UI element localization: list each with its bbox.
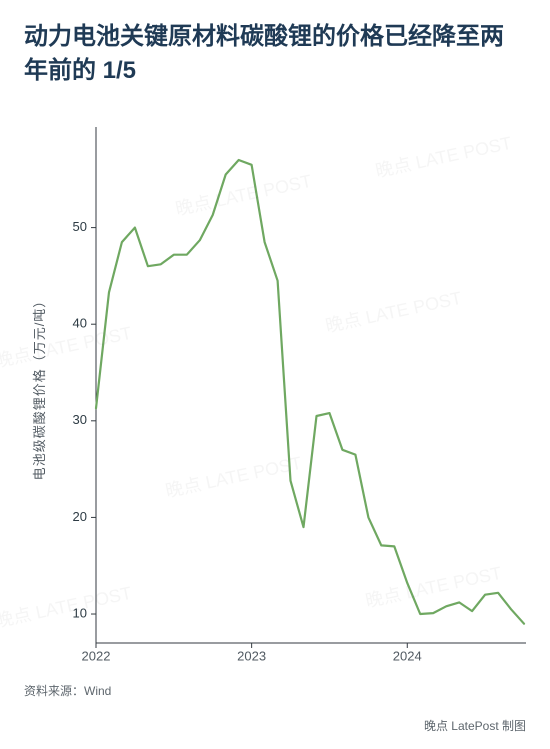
y-tick-label: 40 <box>73 316 87 331</box>
data-source: 资料来源：Wind <box>24 682 526 699</box>
chart-title: 动力电池关键原材料碳酸锂的价格已经降至两年前的 1/5 <box>24 20 526 87</box>
y-tick-label: 10 <box>73 606 87 621</box>
y-tick-label: 30 <box>73 412 87 427</box>
x-tick-label: 2022 <box>82 649 111 664</box>
line-chart: 10 20 30 40 50 2022 2023 2024 电池级碳酸锂价格（万元/吨） <box>24 103 526 678</box>
x-tick-label: 2024 <box>393 649 422 664</box>
y-axis-title: 电池级碳酸锂价格（万元/吨） <box>32 294 47 481</box>
chart-area: 1020304050202220232024电池级碳酸锂价格（万元/吨） 晚点 … <box>24 103 526 678</box>
chart-credit: 晚点 LatePost 制图 <box>24 717 526 734</box>
y-tick-label: 20 <box>73 509 87 524</box>
y-tick-label: 50 <box>73 219 87 234</box>
price-line <box>96 160 524 624</box>
x-tick-label: 2023 <box>237 649 266 664</box>
